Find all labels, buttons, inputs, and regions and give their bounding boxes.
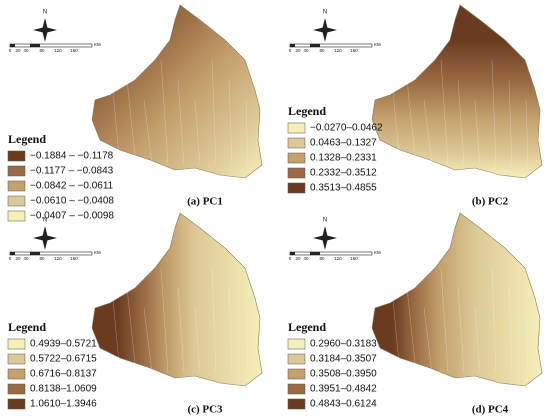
- scale-bar: [9, 43, 93, 48]
- caption: (b) PC2: [472, 196, 509, 208]
- scale-label: 0: [9, 256, 12, 261]
- legend-label: −0.1884 – −0.1178: [30, 151, 114, 162]
- panel: N 0 20 40 80 120 160 KM Legend −0.0270–0.0462 0.04…: [287, 4, 543, 208]
- north-label: N: [43, 10, 47, 16]
- legend-label: −0.0407 – −0.0098: [30, 211, 114, 222]
- legend-label: −0.0842 – −0.0611: [30, 181, 114, 192]
- scale-label: 160: [70, 48, 78, 53]
- scale-label: 0: [9, 48, 12, 53]
- north-label: N: [323, 10, 327, 16]
- map-region: [91, 212, 263, 387]
- legend-swatch: [7, 180, 26, 192]
- legend-label: 0.3508–0.3950: [310, 369, 377, 380]
- legend-label: 0.3951–0.4842: [310, 384, 377, 395]
- scale-label: 80: [39, 48, 45, 53]
- legend-label: 0.1328–0.2331: [310, 153, 377, 164]
- map-region: [371, 212, 543, 387]
- legend-swatch: [7, 368, 26, 380]
- legend-label: −0.0610 – −0.0408: [30, 196, 114, 207]
- legend-swatch: [287, 398, 306, 410]
- north-label: N: [43, 218, 47, 224]
- legend-swatch: [287, 383, 306, 395]
- legend-swatch: [7, 338, 26, 350]
- legend-label: 0.5722–0.6715: [30, 354, 97, 365]
- scale-label: 20: [295, 256, 301, 261]
- legend-label: 0.8138–1.0609: [30, 384, 97, 395]
- legend-swatch: [7, 195, 26, 207]
- north-arrow: [33, 226, 57, 250]
- map-region: [91, 4, 263, 179]
- legend-swatch: [287, 368, 306, 380]
- scale-label: 20: [15, 256, 21, 261]
- legend-swatch: [287, 353, 306, 365]
- legend-swatch: [287, 152, 306, 164]
- legend-label: 0.0463–0.1327: [310, 138, 377, 149]
- scale-label: 120: [54, 48, 62, 53]
- panel: N 0 20 40 80 120 160 KM Legend 0.4939–0.5721 0.572…: [7, 212, 263, 416]
- north-label: N: [323, 218, 327, 224]
- legend-title: Legend: [8, 132, 46, 146]
- caption: (c) PC3: [187, 404, 223, 416]
- panel: N 0 20 40 80 120 160 KM Legend 0.2960–0.3183 0.318…: [287, 212, 543, 416]
- scale-label: 40: [303, 256, 309, 261]
- legend-label: 0.2332–0.3512: [310, 168, 377, 179]
- legend-swatch: [287, 182, 306, 194]
- legend-swatch: [7, 150, 26, 162]
- scale-label: 0: [289, 256, 292, 261]
- scale-bar: [289, 251, 373, 256]
- legend-swatch: [7, 165, 26, 177]
- legend-label: 0.3184–0.3507: [310, 354, 377, 365]
- legend-title: Legend: [8, 320, 46, 334]
- scale-bar: [9, 251, 93, 256]
- scale-label: 20: [295, 48, 301, 53]
- legend-title: Legend: [288, 104, 326, 118]
- scale-unit: KM: [374, 42, 381, 47]
- scale-unit: KM: [374, 250, 381, 255]
- legend-label: 0.2960–0.3183: [310, 339, 377, 350]
- scale-label: 160: [70, 256, 78, 261]
- panel: N 0 20 40 80 120 160 KM Legend −0.1884 – −0.1178 −…: [7, 4, 263, 222]
- legend-label: −0.0270–0.0462: [310, 123, 383, 134]
- legend-label: 0.4843–0.6124: [310, 399, 377, 410]
- legend-title: Legend: [288, 320, 326, 334]
- scale-bar: [289, 43, 373, 48]
- scale-label: 120: [334, 48, 342, 53]
- legend-swatch: [7, 383, 26, 395]
- scale-label: 40: [23, 48, 29, 53]
- legend-swatch: [287, 338, 306, 350]
- scale-label: 120: [54, 256, 62, 261]
- map-region: [371, 4, 543, 179]
- legend-label: −0.1177 – −0.0843: [30, 166, 114, 177]
- legend-label: 0.4939–0.5721: [30, 339, 97, 350]
- scale-unit: KM: [94, 250, 101, 255]
- scale-label: 80: [319, 256, 325, 261]
- north-arrow: [33, 18, 57, 42]
- scale-label: 80: [319, 48, 325, 53]
- scale-label: 0: [289, 48, 292, 53]
- scale-label: 40: [23, 256, 29, 261]
- scale-label: 160: [350, 256, 358, 261]
- caption: (d) PC4: [472, 404, 509, 416]
- scale-label: 120: [334, 256, 342, 261]
- legend-swatch: [287, 122, 306, 134]
- scale-label: 20: [15, 48, 21, 53]
- legend-swatch: [287, 137, 306, 149]
- north-arrow: [313, 226, 337, 250]
- scale-label: 80: [39, 256, 45, 261]
- legend-swatch: [7, 353, 26, 365]
- legend-label: 0.6716–0.8137: [30, 369, 97, 380]
- legend-label: 0.3513–0.4855: [310, 183, 377, 194]
- legend-swatch: [7, 398, 26, 410]
- legend-label: 1.0610–1.3946: [30, 399, 97, 410]
- legend-swatch: [287, 167, 306, 179]
- north-arrow: [313, 18, 337, 42]
- caption: (a) PC1: [187, 196, 223, 208]
- scale-label: 160: [350, 48, 358, 53]
- scale-label: 40: [303, 48, 309, 53]
- scale-unit: KM: [94, 42, 101, 47]
- legend-swatch: [7, 210, 26, 222]
